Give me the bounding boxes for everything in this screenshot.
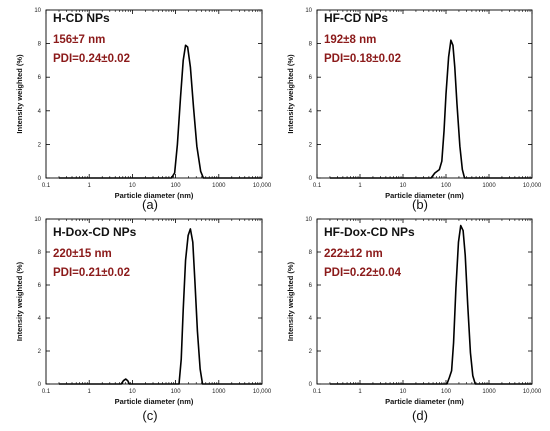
y-tick-label: 8 (309, 250, 313, 256)
panel-title: H-Dox-CD NPs (53, 225, 137, 239)
y-axis-label: Intensity weighted (%) (286, 261, 295, 341)
x-tick-label: 10 (129, 183, 136, 189)
series-line (329, 224, 532, 385)
x-tick-label: 10 (400, 389, 407, 395)
y-tick-label: 10 (34, 217, 41, 223)
y-tick-label: 4 (309, 109, 313, 115)
series-line (59, 228, 262, 385)
annotation-text: 222±12 nm (324, 248, 383, 260)
panel-title: HF-Dox-CD NPs (324, 225, 415, 239)
x-tick-label: 1000 (482, 183, 496, 189)
y-axis-label: Intensity weighted (%) (286, 54, 295, 134)
y-tick-label: 6 (38, 283, 42, 289)
annotation-text: 220±15 nm (53, 248, 112, 260)
y-tick-label: 2 (309, 142, 313, 148)
panel-label: (b) (412, 197, 428, 212)
y-tick-label: 0 (38, 382, 42, 388)
x-tick-label: 0.1 (42, 183, 51, 189)
annotation-text: 156±7 nm (53, 34, 105, 46)
annotation-text: PDI=0.22±0.04 (324, 267, 402, 279)
series-line (329, 39, 532, 179)
y-tick-label: 6 (309, 283, 313, 289)
x-axis-label: Particle diameter (nm) (385, 397, 464, 406)
y-tick-label: 4 (38, 316, 42, 322)
annotation-text: 192±8 nm (324, 34, 376, 46)
x-tick-label: 1 (358, 183, 362, 189)
y-axis-label: Intensity weighted (%) (15, 54, 24, 134)
y-tick-label: 0 (309, 382, 313, 388)
x-tick-label: 100 (441, 183, 452, 189)
y-tick-label: 10 (34, 8, 41, 14)
x-tick-label: 10,000 (253, 183, 272, 189)
panel-label: (c) (142, 408, 157, 423)
y-tick-label: 8 (309, 42, 313, 48)
x-tick-label: 1 (358, 389, 362, 395)
y-tick-label: 0 (38, 176, 42, 182)
annotation-text: PDI=0.18±0.02 (324, 53, 401, 65)
x-tick-label: 10,000 (523, 389, 542, 395)
series-line (59, 44, 262, 179)
panel-label: (a) (142, 197, 158, 212)
plot-frame (45, 218, 263, 385)
y-tick-label: 4 (309, 316, 313, 322)
x-tick-label: 1000 (482, 389, 496, 395)
x-tick-label: 100 (171, 183, 182, 189)
y-axis-label: Intensity weighted (%) (15, 261, 24, 341)
x-tick-label: 10,000 (523, 183, 542, 189)
x-axis-label: Particle diameter (nm) (115, 191, 194, 200)
annotation-text: PDI=0.21±0.02 (53, 267, 130, 279)
x-tick-label: 0.1 (42, 389, 51, 395)
y-tick-label: 8 (38, 250, 42, 256)
y-tick-label: 6 (309, 75, 313, 81)
x-axis-label: Particle diameter (nm) (115, 397, 194, 406)
panel-label: (d) (412, 408, 428, 423)
x-tick-label: 100 (171, 389, 182, 395)
y-tick-label: 10 (305, 217, 312, 223)
plot-frame (316, 218, 533, 385)
y-tick-label: 10 (305, 8, 312, 14)
panel-title: HF-CD NPs (324, 11, 388, 25)
y-tick-label: 2 (309, 349, 313, 355)
y-tick-label: 0 (309, 176, 313, 182)
x-tick-label: 10,000 (253, 389, 272, 395)
x-tick-label: 10 (400, 183, 407, 189)
y-tick-label: 2 (38, 142, 42, 148)
y-tick-label: 6 (38, 75, 42, 81)
x-tick-label: 1 (88, 389, 92, 395)
x-tick-label: 0.1 (313, 389, 322, 395)
x-axis-label: Particle diameter (nm) (385, 191, 464, 200)
x-tick-label: 1 (88, 183, 92, 189)
x-tick-label: 1000 (212, 183, 226, 189)
x-tick-label: 1000 (212, 389, 226, 395)
x-tick-label: 10 (129, 389, 136, 395)
y-tick-label: 8 (38, 42, 42, 48)
x-tick-label: 0.1 (313, 183, 322, 189)
annotation-text: PDI=0.24±0.02 (53, 53, 130, 65)
y-tick-label: 4 (38, 109, 42, 115)
x-tick-label: 100 (441, 389, 452, 395)
panel-title: H-CD NPs (53, 11, 110, 25)
y-tick-label: 2 (38, 349, 42, 355)
